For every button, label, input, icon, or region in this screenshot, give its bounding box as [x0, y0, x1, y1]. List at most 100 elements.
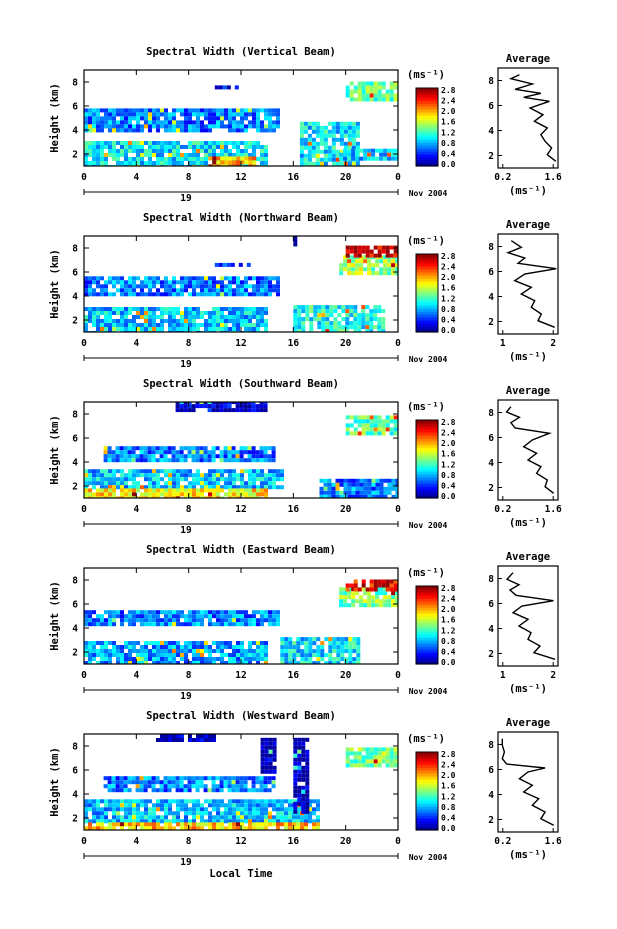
- heatmap-cell: [331, 121, 336, 126]
- heatmap-cell: [347, 263, 352, 268]
- heatmap-cell: [297, 777, 302, 782]
- heatmap-cell: [296, 822, 300, 827]
- heatmap-cell: [248, 473, 252, 478]
- heatmap-cell: [123, 450, 128, 455]
- average-title: Average: [506, 717, 550, 729]
- heatmap-cell: [84, 492, 88, 497]
- heatmap-cell: [301, 769, 306, 774]
- heatmap-cell: [136, 108, 140, 113]
- colorbar-swatch: [416, 821, 438, 825]
- x-tick-label: 4: [133, 836, 139, 847]
- heatmap-cell: [365, 431, 370, 436]
- colorbar-tick-label: 2.0: [441, 273, 456, 282]
- heatmap-cell: [240, 803, 244, 808]
- heatmap-cell: [96, 120, 100, 125]
- heatmap-cell: [128, 496, 132, 498]
- heatmap-cell: [252, 496, 256, 498]
- heatmap-cell: [272, 745, 277, 750]
- heatmap-cell: [84, 649, 88, 653]
- heatmap-cell: [264, 477, 268, 482]
- heatmap-cell: [103, 776, 108, 781]
- heatmap-cell: [124, 807, 128, 812]
- heatmap-cell: [176, 157, 180, 161]
- heatmap-cell: [236, 280, 240, 285]
- heatmap-cell: [361, 755, 366, 760]
- heatmap-block: [280, 637, 361, 664]
- colorbar-swatch: [416, 755, 438, 759]
- heatmap-cell: [316, 803, 320, 808]
- heatmap-cell: [260, 307, 264, 311]
- heatmap-cell: [344, 661, 349, 664]
- heatmap-cell: [140, 799, 144, 804]
- heatmap-cell: [377, 751, 382, 756]
- heatmap-cell: [288, 649, 293, 654]
- average-frame: [497, 233, 559, 335]
- y-tick-label: 6: [72, 600, 78, 611]
- heatmap-cell: [355, 141, 360, 146]
- heatmap-cell: [297, 329, 302, 332]
- heatmap-cell: [184, 614, 188, 619]
- heatmap-cell: [92, 120, 96, 125]
- heatmap-cell: [195, 454, 200, 459]
- colorbar-tick-label: 1.6: [441, 118, 456, 127]
- heatmap-cell: [156, 120, 160, 125]
- heatmap-cell: [144, 116, 148, 121]
- heatmap-cell: [387, 486, 392, 491]
- heatmap-cell: [391, 267, 396, 272]
- heatmap-cell: [337, 313, 342, 318]
- heatmap-cell: [188, 618, 192, 623]
- heatmap-cell: [224, 292, 228, 297]
- heatmap-cell: [296, 641, 301, 646]
- heatmap-cell: [96, 799, 100, 804]
- heatmap-cell: [139, 784, 144, 789]
- heatmap-cell: [152, 145, 156, 149]
- heatmap-cell: [143, 446, 148, 451]
- heatmap-cell: [172, 618, 176, 623]
- heatmap-cell: [108, 315, 112, 319]
- heatmap-cell: [128, 488, 132, 493]
- heatmap-cell: [244, 327, 248, 331]
- y-axis-label: Height (km): [49, 747, 61, 817]
- heatmap-cell: [160, 311, 164, 315]
- heatmap-cell: [256, 469, 260, 474]
- heatmap-cell: [264, 108, 268, 113]
- heatmap-cell: [131, 446, 136, 451]
- heatmap-cell: [317, 309, 322, 314]
- heatmap-cell: [373, 309, 378, 314]
- heatmap-cell: [244, 108, 248, 113]
- heatmap-cell: [140, 128, 144, 133]
- heatmap-cell: [260, 645, 264, 649]
- heatmap-cell: [373, 587, 378, 592]
- heatmap-cell: [216, 645, 220, 649]
- heatmap-cell: [351, 482, 356, 487]
- heatmap-cell: [148, 811, 152, 816]
- heatmap-cell: [164, 149, 168, 153]
- heatmap-cell: [96, 481, 100, 486]
- heatmap-cell: [144, 141, 148, 145]
- heatmap-cell: [351, 121, 356, 126]
- heatmap-cell: [128, 826, 132, 830]
- heatmap-cell: [92, 657, 96, 661]
- heatmap-cell: [196, 645, 200, 649]
- heatmap-cell: [288, 822, 292, 827]
- heatmap-cell: [160, 323, 164, 327]
- heatmap-cell: [293, 741, 298, 746]
- heatmap-cell: [339, 267, 344, 272]
- heatmap-cell: [305, 777, 310, 782]
- heatmap-cell: [393, 583, 398, 588]
- heatmap-cell: [389, 85, 394, 90]
- heatmap-cell: [88, 112, 92, 117]
- heatmap-cell: [168, 610, 172, 615]
- heatmap-cell: [124, 319, 128, 323]
- heatmap-cell: [252, 815, 256, 820]
- heatmap-cell: [156, 622, 160, 627]
- heatmap-cell: [272, 822, 276, 827]
- heatmap-cell: [84, 323, 88, 327]
- heatmap-cell: [224, 141, 228, 145]
- heatmap-cell: [172, 280, 176, 285]
- heatmap-cell: [179, 458, 184, 463]
- heatmap-cell: [176, 610, 180, 615]
- average-unit: (ms⁻¹): [509, 185, 547, 197]
- heatmap-cell: [260, 757, 265, 762]
